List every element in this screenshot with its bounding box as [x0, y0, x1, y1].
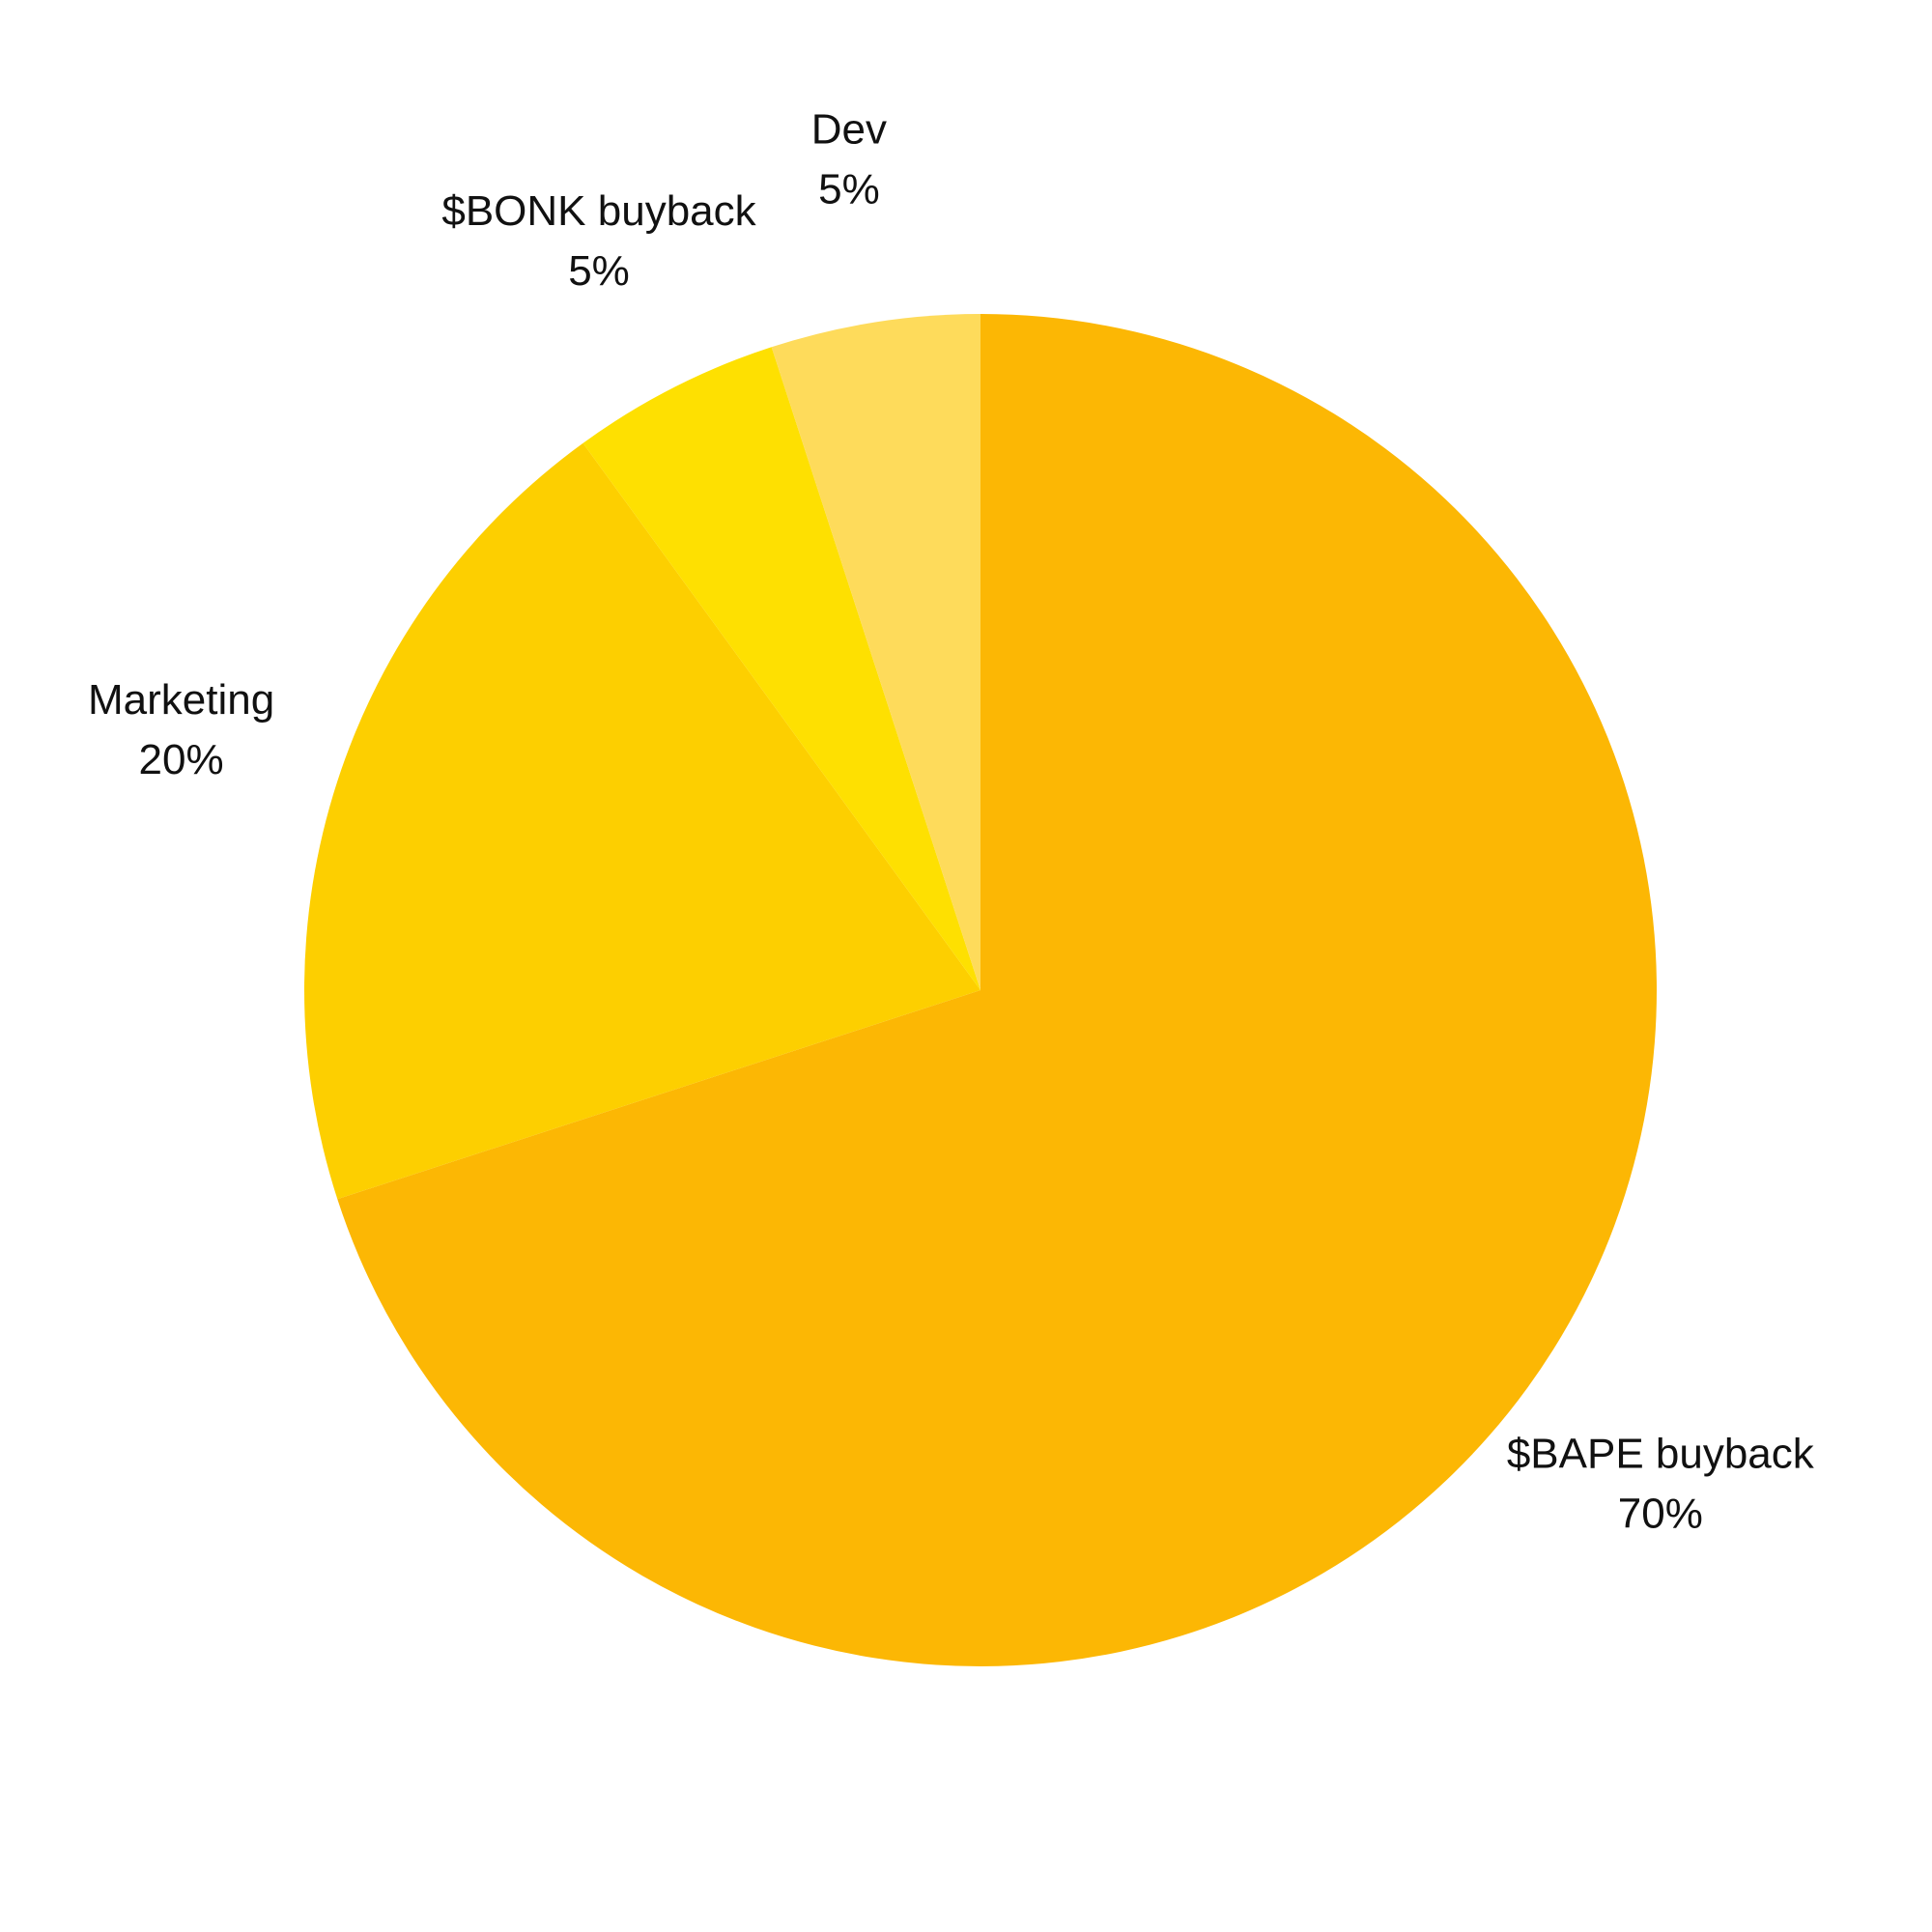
slice-percent: 5% [568, 247, 630, 295]
pie-slice-bape-buyback [337, 314, 1658, 1666]
pie-slice-bonk-buyback [582, 347, 980, 990]
slice-label-marketing: Marketing 20% [88, 676, 274, 783]
slice-percent: 5% [818, 166, 880, 213]
slice-label-bonk-buyback: $BONK buyback 5% [441, 187, 756, 295]
pie-slice-marketing [304, 442, 980, 1200]
pie-labels: $BAPE buyback 70% Marketing 20% $BONK buybac… [88, 106, 1815, 1538]
slice-label-bape-buyback: $BAPE buyback 70% [1507, 1430, 1815, 1537]
slice-name: Dev [811, 106, 887, 154]
slice-percent: 20% [139, 736, 224, 783]
slice-percent: 70% [1618, 1490, 1703, 1537]
slice-name: $BONK buyback [441, 187, 756, 235]
pie-slices [304, 314, 1658, 1666]
pie-slice-dev [771, 314, 980, 990]
slice-name: Marketing [88, 676, 274, 724]
slice-name: $BAPE buyback [1507, 1430, 1815, 1477]
slice-label-dev: Dev 5% [811, 106, 887, 213]
